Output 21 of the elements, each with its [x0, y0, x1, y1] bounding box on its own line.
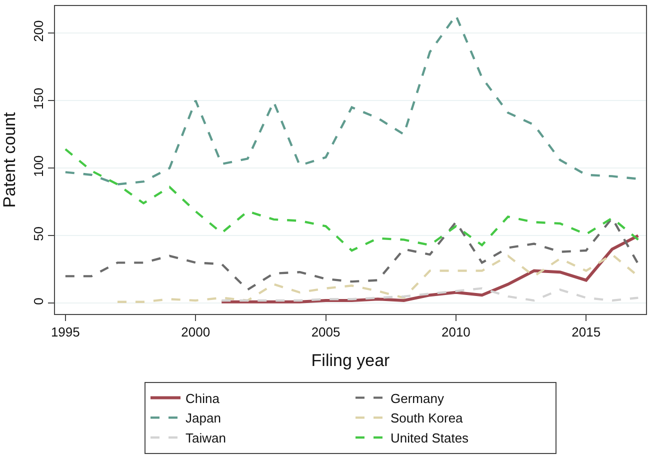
x-tick-label: 2005 [311, 324, 340, 340]
y-tick-label: 0 [30, 298, 46, 305]
x-tick-label: 2015 [572, 324, 601, 340]
y-tick-label: 150 [30, 88, 46, 110]
legend-label: South Korea [390, 410, 464, 426]
x-tick-label: 1995 [50, 324, 80, 340]
legend-label: United States [390, 430, 470, 446]
y-axis-title: Patent count [0, 112, 19, 208]
x-axis-title: Filing year [311, 351, 390, 370]
legend-label: Germany [390, 390, 444, 406]
x-tick-label: 2010 [441, 324, 470, 340]
y-tick-label: 50 [30, 226, 46, 241]
x-tick-label: 2000 [181, 324, 210, 340]
legend-label: China [186, 390, 220, 406]
legend-label: Taiwan [186, 430, 226, 446]
line-series [64, 148, 640, 252]
y-tick-label: 200 [30, 20, 46, 42]
y-tick-label: 100 [30, 155, 46, 178]
legend-label: Japan [186, 410, 221, 426]
line-series [220, 287, 640, 302]
line-series [220, 234, 640, 304]
